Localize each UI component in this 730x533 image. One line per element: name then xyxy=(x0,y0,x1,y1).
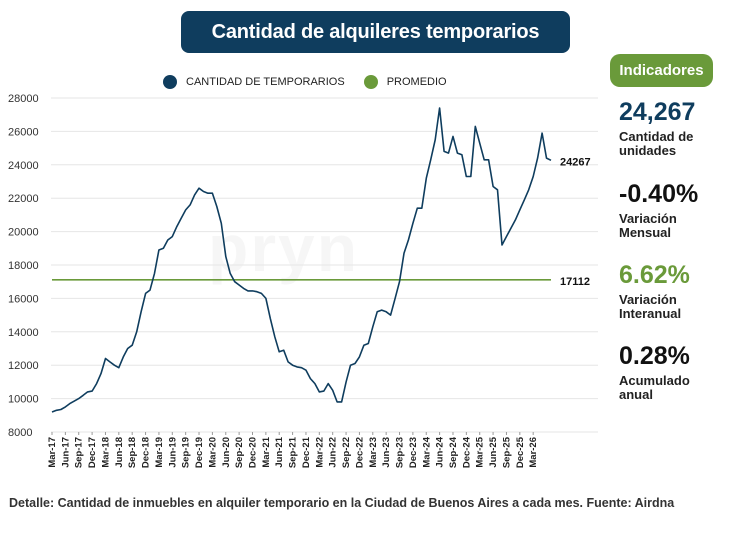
x-tick-label: Sep-22 xyxy=(341,437,352,468)
x-tick-label: Sep-21 xyxy=(288,436,299,468)
indicator-units-value: 24,267 xyxy=(619,98,696,126)
indicator-monthly-label: Variación Mensual xyxy=(619,211,677,240)
indicator-units-label: Cantidad de unidades xyxy=(619,129,694,158)
legend-item-average: PROMEDIO xyxy=(363,75,447,89)
legend-average-swatch xyxy=(363,75,378,89)
indicator-accumulated-value: 0.28% xyxy=(619,342,690,370)
indicator-monthly: -0.40% Variación Mensual xyxy=(619,180,729,240)
footer-note: Detalle: Cantidad de inmuebles en alquil… xyxy=(9,496,675,510)
x-tick-label: Sep-23 xyxy=(395,437,406,468)
series-end-label: 24267 xyxy=(560,156,591,168)
x-tick-label: Mar-21 xyxy=(261,436,272,467)
legend-average-label: PROMEDIO xyxy=(386,76,447,88)
chart-legend: CANTIDAD DE TEMPORARIOS PROMEDIO xyxy=(163,73,466,91)
x-tick-label: Jun-23 xyxy=(381,437,392,468)
x-tick-label: Mar-17 xyxy=(47,437,58,468)
x-tick-label: Dec-24 xyxy=(461,436,472,468)
indicator-yearly-value: 6.62% xyxy=(619,261,690,289)
x-tick-label: Mar-18 xyxy=(100,437,111,468)
x-tick-label: Sep-17 xyxy=(74,437,85,468)
x-tick-label: Dec-20 xyxy=(247,437,258,468)
x-tick-label: Dec-21 xyxy=(301,436,312,468)
y-tick-label: 10000 xyxy=(8,394,39,406)
indicator-units: 24,267 Cantidad de unidades xyxy=(619,98,729,158)
y-tick-label: 12000 xyxy=(8,360,39,372)
x-tick-label: Sep-20 xyxy=(234,437,245,468)
legend-item-series: CANTIDAD DE TEMPORARIOS xyxy=(163,75,345,89)
indicator-monthly-value: -0.40% xyxy=(619,180,699,208)
x-tick-label: Mar-24 xyxy=(421,436,432,467)
x-tick-label: Dec-19 xyxy=(194,437,205,468)
x-tick-label: Sep-25 xyxy=(501,436,512,468)
y-tick-label: 26000 xyxy=(8,126,39,138)
y-tick-label: 16000 xyxy=(8,293,39,305)
indicator-yearly: 6.62% Variación Interanual xyxy=(619,261,729,321)
indicator-accumulated: 0.28% Acumulado anual xyxy=(619,342,729,402)
x-tick-label: Jun-20 xyxy=(221,437,232,468)
x-tick-label: Mar-23 xyxy=(368,437,379,468)
x-tick-label: Mar-25 xyxy=(475,436,486,467)
x-tick-label: Jun-25 xyxy=(488,436,499,467)
x-tick-label: Dec-22 xyxy=(354,437,365,468)
x-tick-label: Dec-25 xyxy=(515,436,526,468)
legend-series-label: CANTIDAD DE TEMPORARIOS xyxy=(186,76,345,88)
y-tick-label: 14000 xyxy=(8,327,39,339)
y-tick-label: 22000 xyxy=(8,193,39,205)
legend-series-swatch xyxy=(163,75,177,89)
x-tick-label: Dec-18 xyxy=(141,437,152,468)
chart-title: Cantidad de alquileres temporarios xyxy=(181,11,570,53)
x-tick-label: Mar-20 xyxy=(207,437,218,468)
x-tick-label: Dec-17 xyxy=(87,437,98,468)
x-tick-label: Jun-24 xyxy=(435,436,446,467)
y-tick-label: 28000 xyxy=(8,93,39,105)
x-tick-label: Mar-22 xyxy=(314,437,325,468)
x-tick-label: Jun-17 xyxy=(60,437,71,468)
x-tick-label: Sep-24 xyxy=(448,436,459,468)
x-tick-label: Jun-21 xyxy=(274,436,285,467)
x-tick-label: Jun-19 xyxy=(167,437,178,468)
series-line xyxy=(51,107,552,413)
x-tick-label: Jun-18 xyxy=(114,437,125,468)
y-tick-label: 20000 xyxy=(8,227,39,239)
x-tick-label: Sep-19 xyxy=(181,437,192,468)
indicator-yearly-label: Variación Interanual xyxy=(619,292,682,321)
average-end-label: 17112 xyxy=(560,276,590,288)
indicators-header: Indicadores xyxy=(610,54,713,87)
y-tick-label: 18000 xyxy=(8,260,39,272)
y-tick-label: 8000 xyxy=(8,427,32,439)
line-chart: 8000 10000 12000 14000 16000 18000 20000 22000 2… xyxy=(8,93,598,468)
y-tick-label: 24000 xyxy=(8,160,39,172)
x-tick-label: Jun-22 xyxy=(328,437,339,468)
indicator-accumulated-label: Acumulado anual xyxy=(619,373,690,402)
x-tick-label: Dec-23 xyxy=(408,437,419,468)
x-tick-label: Sep-18 xyxy=(127,437,138,468)
x-tick-label: Mar-26 xyxy=(528,437,539,468)
x-tick-label: Mar-19 xyxy=(154,437,165,468)
